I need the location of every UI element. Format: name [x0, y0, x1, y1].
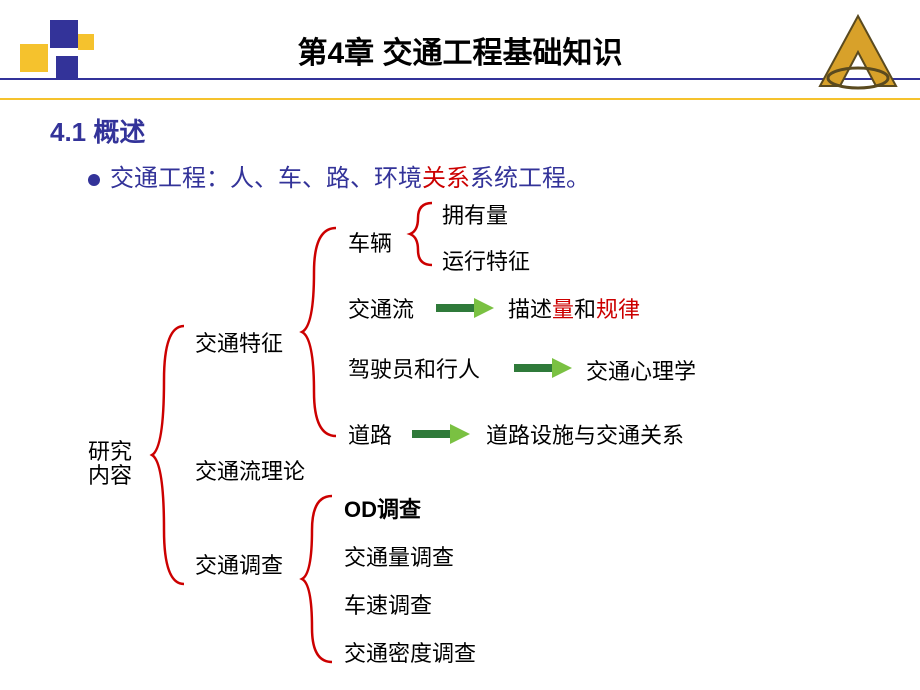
root-label: 研究 内容 — [88, 440, 132, 488]
flow-desc-pre: 描述 — [508, 297, 552, 322]
node-driver: 驾驶员和行人 — [348, 352, 480, 384]
brace-feature — [296, 222, 338, 442]
arrow-flow — [432, 296, 496, 320]
chapter-title: 第4章 交通工程基础知识 — [0, 28, 920, 72]
flow-desc-mid: 和 — [574, 297, 596, 322]
node-flow-desc: 描述量和规律 — [508, 292, 640, 324]
arrow-driver — [510, 356, 574, 380]
node-vehicle: 车辆 — [348, 226, 392, 258]
brace-survey — [296, 490, 334, 668]
divider-top — [0, 78, 920, 80]
node-survey-density: 交通密度调查 — [344, 636, 476, 668]
definition-highlight: 关系 — [422, 166, 470, 192]
definition-post: 系统工程。 — [470, 166, 590, 192]
flow-desc-a: 量 — [552, 297, 574, 322]
node-survey-od: OD调查 — [344, 492, 421, 524]
arrow-road — [408, 422, 472, 446]
node-veh-own: 拥有量 — [442, 198, 508, 230]
node-flow: 交通流 — [348, 292, 414, 324]
divider-under — [0, 98, 920, 100]
node-road-rel: 道路设施与交通关系 — [486, 418, 684, 450]
node-survey-volume: 交通量调查 — [344, 540, 454, 572]
bullet-icon — [88, 174, 100, 186]
brace-vehicle — [404, 198, 434, 270]
node-traffic-survey: 交通调查 — [195, 548, 283, 580]
node-survey-speed: 车速调查 — [344, 588, 432, 620]
root-l1: 研究 — [88, 439, 132, 464]
flow-desc-b: 规律 — [596, 297, 640, 322]
node-veh-run: 运行特征 — [442, 244, 530, 276]
brace-root — [146, 320, 186, 590]
node-traffic-feature: 交通特征 — [195, 326, 283, 358]
definition-line: 交通工程：人、车、路、环境关系系统工程。 — [88, 158, 590, 193]
definition-pre: 交通工程：人、车、路、环境 — [110, 166, 422, 192]
node-psych: 交通心理学 — [586, 354, 696, 386]
node-flow-theory: 交通流理论 — [195, 454, 305, 486]
section-heading: 4.1 概述 — [50, 112, 145, 149]
node-road: 道路 — [348, 418, 392, 450]
root-l2: 内容 — [88, 463, 132, 488]
